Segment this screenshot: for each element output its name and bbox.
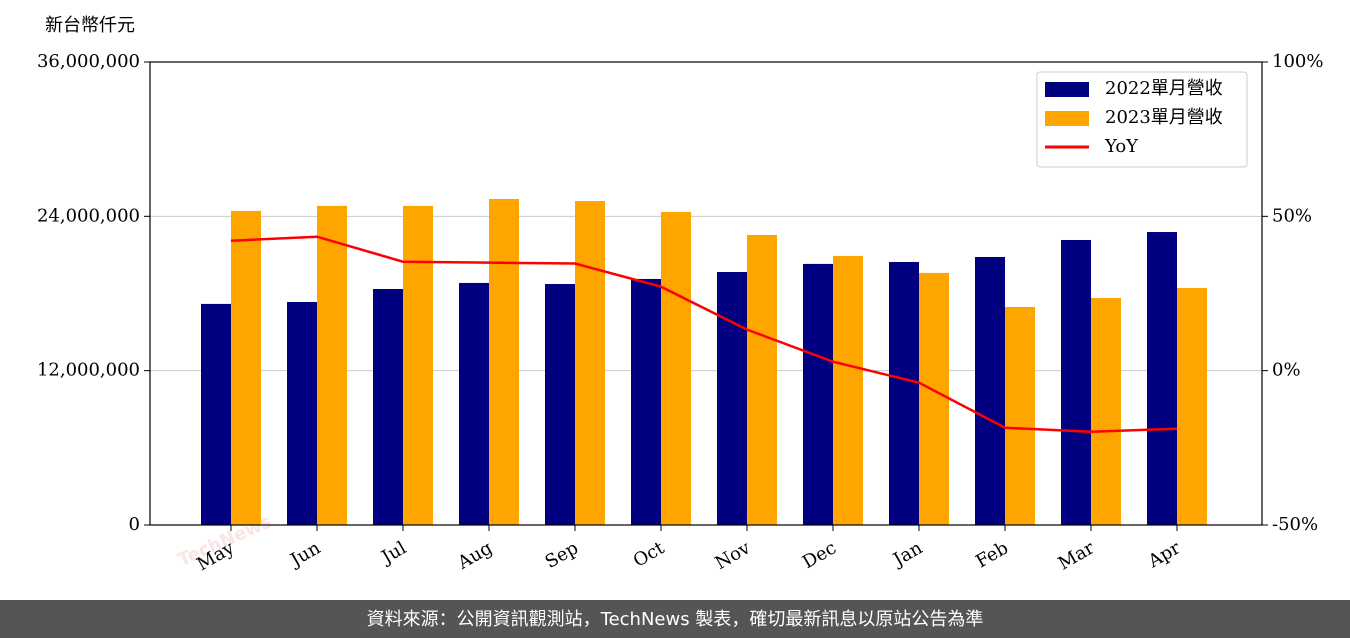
bar xyxy=(459,282,489,525)
x-tick-label: Jun xyxy=(285,537,324,572)
bar xyxy=(489,198,519,526)
legend-label: YoY xyxy=(1104,136,1139,157)
bar xyxy=(317,205,347,525)
x-tick-label: Sep xyxy=(542,537,582,572)
bar xyxy=(287,301,317,525)
bar xyxy=(803,263,833,525)
bar xyxy=(975,256,1005,525)
bar xyxy=(1091,298,1121,525)
x-tick-label: Oct xyxy=(630,537,669,572)
legend-label: 2023單月營收 xyxy=(1105,107,1223,128)
y-axis-label: 新台幣仟元 xyxy=(45,15,135,36)
plot-frame xyxy=(149,61,1263,526)
line xyxy=(230,235,1178,434)
y-tick-label: 24,000,000 xyxy=(37,205,140,226)
bar xyxy=(575,201,605,525)
legend-swatch xyxy=(1045,82,1089,97)
bar xyxy=(717,272,747,525)
x-tick-label: Dec xyxy=(799,537,840,573)
bar xyxy=(889,261,919,525)
x-tick-label: Nov xyxy=(712,537,755,574)
bar xyxy=(403,205,433,525)
bar xyxy=(919,272,949,525)
y-tick-label: 36,000,000 xyxy=(37,51,140,72)
bar xyxy=(1005,307,1035,525)
bar xyxy=(833,255,863,525)
y-tick-label: 0 xyxy=(129,514,140,535)
legend-box xyxy=(1036,71,1248,168)
y2-tick-label: 0% xyxy=(1272,360,1301,381)
bar xyxy=(747,234,777,526)
x-tick-label: Jan xyxy=(888,537,926,571)
y2-tick-label: 100% xyxy=(1272,51,1323,72)
bar xyxy=(201,303,231,525)
bar xyxy=(231,210,261,525)
footer-bar xyxy=(0,600,1350,638)
bar xyxy=(1061,239,1091,525)
bar xyxy=(1177,287,1207,525)
bar xyxy=(1147,232,1177,525)
footer: 資料來源：公開資訊觀測站，TechNews 製表，確切最新訊息以原站公告為準 xyxy=(367,609,984,630)
legend-label: 2022單月營收 xyxy=(1105,78,1223,99)
bar xyxy=(373,288,403,525)
y2-tick-label: 50% xyxy=(1272,205,1312,226)
x-tick-label: Apr xyxy=(1144,537,1184,572)
x-tick-label: Jul xyxy=(376,537,410,569)
x-tick-label: Aug xyxy=(453,537,496,574)
y-tick-label: 12,000,000 xyxy=(37,360,140,381)
y2-tick-label: -50% xyxy=(1272,514,1318,535)
bar xyxy=(661,211,691,525)
bar xyxy=(545,283,575,525)
legend-swatch xyxy=(1045,111,1089,126)
bar xyxy=(631,278,661,525)
x-tick-label: Mar xyxy=(1055,537,1099,574)
x-tick-label: Feb xyxy=(972,537,1012,572)
